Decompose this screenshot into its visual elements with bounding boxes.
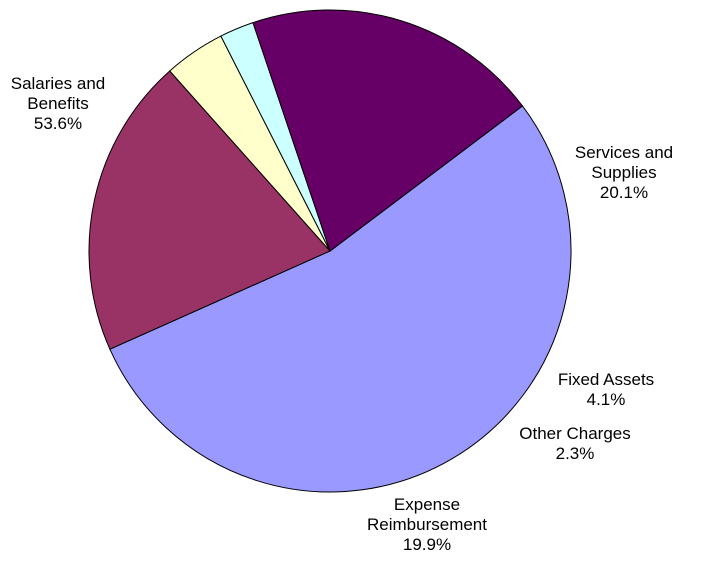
slice-label-other-charges: Other Charges 2.3% [519, 424, 631, 463]
slice-percent-label: 2.3% [556, 444, 595, 463]
pie-slice-services-and-supplies [88, 70, 331, 350]
slice-name-label: Supplies [591, 163, 656, 182]
pie-slices [88, 9, 572, 493]
slice-label-services-and-supplies: Services and Supplies 20.1% [575, 143, 673, 202]
slice-name-label: Benefits [27, 94, 88, 113]
slice-name-label: Expense [394, 495, 460, 514]
slice-percent-label: 19.9% [403, 535, 451, 554]
slice-label-salaries-and-benefits: Salaries and Benefits 53.6% [11, 74, 106, 133]
slice-percent-label: 4.1% [587, 390, 626, 409]
slice-percent-label: 53.6% [34, 114, 82, 133]
slice-name-label: Services and [575, 143, 673, 162]
slice-name-label: Other Charges [519, 424, 631, 443]
slice-name-label: Salaries and [11, 74, 106, 93]
pie-slice-expense-reimbursement [252, 9, 524, 252]
slice-label-fixed-assets: Fixed Assets 4.1% [558, 370, 654, 409]
pie-slice-salaries-and-benefits [109, 105, 572, 493]
slice-label-expense-reimbursement: Expense Reimbursement 19.9% [367, 495, 487, 554]
slice-percent-label: 20.1% [600, 183, 648, 202]
slice-name-label: Fixed Assets [558, 370, 654, 389]
slice-name-label: Reimbursement [367, 515, 487, 534]
pie-labels: Salaries and Benefits 53.6% Services and Sup… [11, 74, 673, 554]
